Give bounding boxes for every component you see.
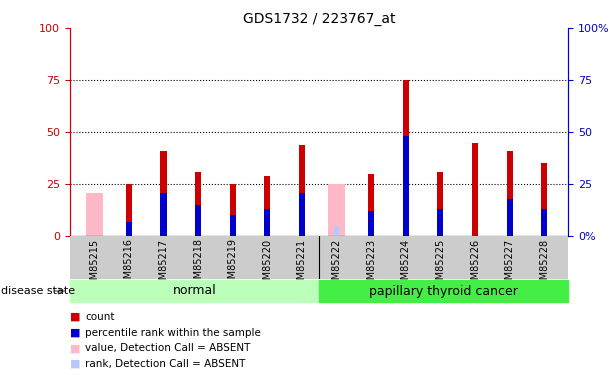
Bar — [368, 174, 375, 236]
Bar — [195, 172, 201, 236]
Bar — [541, 164, 547, 236]
Bar — [161, 192, 167, 236]
Bar — [506, 199, 513, 236]
Bar — [126, 184, 132, 236]
Bar — [437, 172, 443, 236]
Bar — [437, 209, 443, 236]
Bar — [264, 209, 271, 236]
Bar — [126, 222, 132, 236]
Bar — [472, 142, 478, 236]
Text: GSM85216: GSM85216 — [124, 238, 134, 291]
Text: ■: ■ — [70, 312, 80, 322]
Bar — [506, 151, 513, 236]
Text: GSM85221: GSM85221 — [297, 238, 307, 291]
Text: GSM85215: GSM85215 — [89, 238, 99, 291]
Bar — [161, 151, 167, 236]
Bar — [299, 192, 305, 236]
Bar — [230, 215, 236, 236]
Bar — [334, 226, 339, 236]
Text: rank, Detection Call = ABSENT: rank, Detection Call = ABSENT — [85, 359, 246, 369]
Text: GSM85224: GSM85224 — [401, 238, 411, 291]
Text: count: count — [85, 312, 115, 322]
Bar — [86, 192, 103, 236]
Bar — [402, 136, 409, 236]
Bar — [299, 145, 305, 236]
Text: normal: normal — [173, 285, 216, 297]
Text: GSM85217: GSM85217 — [159, 238, 168, 291]
Bar — [402, 80, 409, 236]
Text: percentile rank within the sample: percentile rank within the sample — [85, 328, 261, 338]
Text: GSM85228: GSM85228 — [539, 238, 549, 291]
Text: GSM85226: GSM85226 — [470, 238, 480, 291]
Text: GSM85225: GSM85225 — [435, 238, 446, 292]
Text: disease state: disease state — [1, 286, 75, 296]
Text: value, Detection Call = ABSENT: value, Detection Call = ABSENT — [85, 344, 250, 353]
Bar — [541, 209, 547, 236]
Title: GDS1732 / 223767_at: GDS1732 / 223767_at — [243, 12, 395, 26]
Text: GSM85219: GSM85219 — [227, 238, 238, 291]
Bar — [319, 280, 568, 302]
Bar — [70, 280, 319, 302]
Text: GSM85222: GSM85222 — [331, 238, 342, 292]
Text: ■: ■ — [70, 344, 80, 353]
Text: GSM85223: GSM85223 — [366, 238, 376, 291]
Bar — [230, 184, 236, 236]
Text: papillary thyroid cancer: papillary thyroid cancer — [370, 285, 518, 297]
Text: ■: ■ — [70, 328, 80, 338]
Text: GSM85220: GSM85220 — [262, 238, 272, 291]
Bar — [328, 184, 345, 236]
Text: GSM85227: GSM85227 — [505, 238, 514, 292]
Bar — [368, 211, 375, 236]
Text: ■: ■ — [70, 359, 80, 369]
Bar — [195, 205, 201, 236]
Text: GSM85218: GSM85218 — [193, 238, 203, 291]
Bar — [264, 176, 271, 236]
